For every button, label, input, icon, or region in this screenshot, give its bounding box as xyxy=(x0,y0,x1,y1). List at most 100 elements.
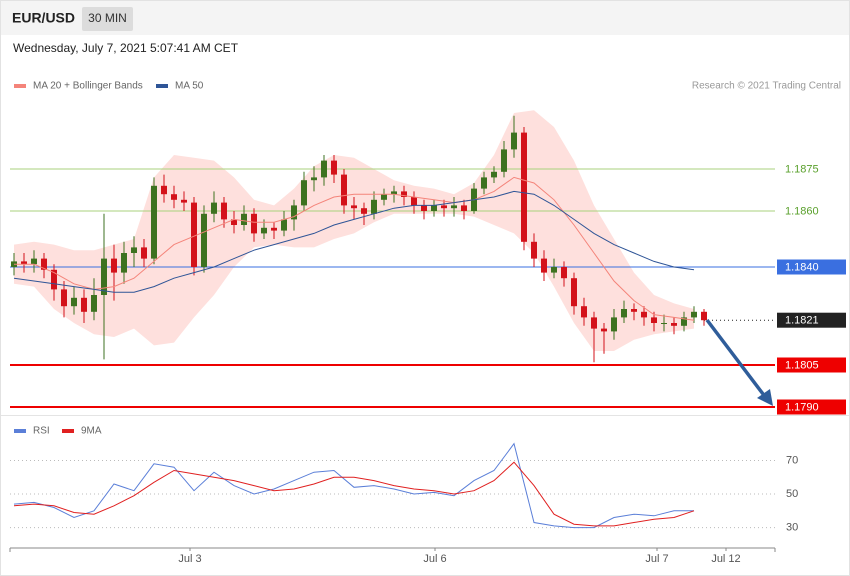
candle-body xyxy=(601,328,607,332)
level-box xyxy=(777,399,846,415)
candle-body xyxy=(321,160,327,178)
candle-body xyxy=(331,160,337,175)
candle-body xyxy=(161,185,167,195)
candle-body xyxy=(391,191,397,195)
symbol: EUR/USD xyxy=(12,10,75,26)
candle-body xyxy=(231,219,237,225)
candle-body xyxy=(561,267,567,279)
header-bar xyxy=(1,1,849,35)
candle-body xyxy=(631,309,637,312)
candle-body xyxy=(241,213,247,225)
candle-body xyxy=(521,132,527,242)
legend-swatch xyxy=(14,429,26,433)
x-tick-label: Jul 3 xyxy=(178,553,201,565)
rsi-panel: 70 50 30 RSI 9MA Jul 3 Jul 6 Jul 7 Jul 12 xyxy=(9,426,798,565)
candle-body xyxy=(131,247,137,253)
level-box xyxy=(777,312,846,328)
candle-body xyxy=(121,253,127,273)
candle-body xyxy=(661,323,667,324)
candle-body xyxy=(501,149,507,172)
candle-body xyxy=(271,227,277,231)
candle-body xyxy=(111,258,117,273)
ma-line xyxy=(14,176,695,321)
timestamp: Wednesday, July 7, 2021 5:07:41 AM CET xyxy=(13,41,239,55)
x-tick-label: Jul 6 xyxy=(423,553,446,565)
candle-body xyxy=(291,205,297,220)
candle-body xyxy=(141,247,147,259)
legend-label: MA 50 xyxy=(175,81,204,92)
candle-body xyxy=(591,317,597,329)
candle-body xyxy=(421,205,427,211)
candle-body xyxy=(611,317,617,332)
level-label: 1.1821 xyxy=(785,315,819,327)
candle-body xyxy=(361,208,367,214)
candle-body xyxy=(411,197,417,206)
candle-body xyxy=(441,205,447,209)
candle-body xyxy=(91,295,97,312)
interval-button[interactable] xyxy=(82,7,133,31)
candle-body xyxy=(351,205,357,209)
ma-line xyxy=(13,190,695,293)
candle-body xyxy=(211,202,217,214)
candle-body xyxy=(511,132,517,150)
candle-body xyxy=(451,205,457,209)
candle-body xyxy=(461,205,467,211)
level-box xyxy=(777,259,846,275)
candle-body xyxy=(201,213,207,267)
copyright: Research © 2021 Trading Central xyxy=(692,81,841,92)
level-label: 1.1860 xyxy=(785,205,819,217)
forecast-arrow xyxy=(705,318,768,400)
candle-body xyxy=(641,311,647,318)
candle-body xyxy=(701,311,707,321)
level-label: 1.1840 xyxy=(785,261,819,273)
interval[interactable]: 30 MIN xyxy=(88,11,127,25)
candle-body xyxy=(531,241,537,259)
candle-body xyxy=(101,258,107,295)
level-box xyxy=(777,357,846,373)
candle-body xyxy=(431,205,437,211)
candle-body xyxy=(481,177,487,189)
y-tick-label: 30 xyxy=(786,521,798,533)
candle-body xyxy=(621,309,627,318)
candle-body xyxy=(651,317,657,323)
candle-body xyxy=(51,269,57,290)
candle-body xyxy=(401,191,407,197)
forecast-arrowhead xyxy=(757,389,773,406)
legend-label: 9MA xyxy=(81,426,102,437)
candle-body xyxy=(171,194,177,200)
indicator-line xyxy=(13,442,694,529)
level-label: 1.1790 xyxy=(785,401,819,413)
candle-body xyxy=(181,199,187,203)
level-label: 1.1875 xyxy=(785,163,819,175)
candle-body xyxy=(301,180,307,206)
legend-swatch xyxy=(62,429,74,433)
candle-body xyxy=(371,199,377,214)
candle-body xyxy=(681,317,687,326)
x-tick-label: Jul 12 xyxy=(711,553,740,565)
candle-body xyxy=(81,297,87,312)
candle-body xyxy=(71,297,77,307)
legend-label: RSI xyxy=(33,426,50,437)
candle-body xyxy=(551,267,557,273)
legend-swatch xyxy=(156,84,168,88)
candle-body xyxy=(491,171,497,178)
candle-body xyxy=(261,227,267,234)
candle-body xyxy=(41,258,47,270)
y-tick-label: 70 xyxy=(786,454,798,466)
candle-body xyxy=(311,177,317,181)
candle-body xyxy=(151,185,157,259)
candle-body xyxy=(251,213,257,234)
x-tick-label: Jul 7 xyxy=(645,553,668,565)
candle-body xyxy=(671,323,677,326)
candle-body xyxy=(341,174,347,206)
candle-body xyxy=(541,258,547,273)
candle-body xyxy=(381,194,387,200)
price-panel: 1.1875 1.1860 1.1840 1.1821 1.1805 1.1790 MA 2… xyxy=(10,81,846,415)
legend-swatch xyxy=(14,84,26,88)
candle-body xyxy=(691,311,697,318)
candle-body xyxy=(571,278,577,307)
indicator-line xyxy=(13,461,695,527)
candle-body xyxy=(581,306,587,318)
candle-body xyxy=(221,202,227,220)
